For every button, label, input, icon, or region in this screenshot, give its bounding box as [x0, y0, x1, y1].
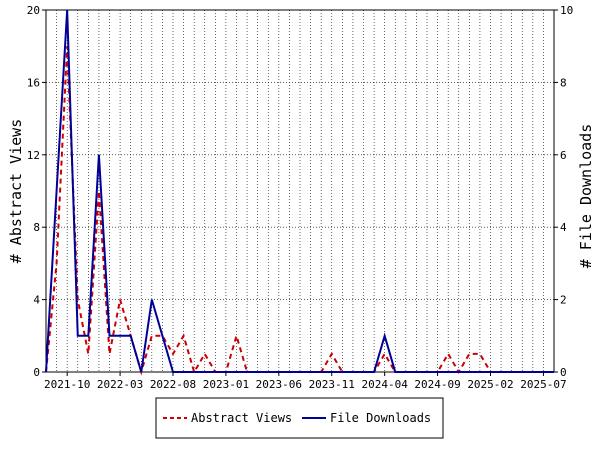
y-left-tick-label: 8 — [33, 221, 40, 234]
y-right-tick-label: 6 — [560, 149, 567, 162]
y-right-tick-label: 0 — [560, 366, 567, 379]
ticks-layer: 0 4 8 12 16 20 0 2 4 6 8 10 2021-10 2022-03 2022-08 202… — [27, 4, 574, 391]
series-line-file-downloads — [45, 9, 554, 373]
x-tick-label: 2022-08 — [150, 378, 196, 391]
y-right-tick-label: 2 — [560, 294, 567, 307]
x-tick-label: 2024-04 — [361, 378, 408, 391]
y-left-axis-title: # Abstract Views — [7, 119, 25, 264]
y-left-tick-label: 4 — [33, 294, 40, 307]
x-tick-label: 2023-06 — [256, 378, 302, 391]
legend-label-file-downloads: File Downloads — [330, 411, 431, 425]
y-right-tick-label: 10 — [560, 4, 573, 17]
x-tick-label: 2022-03 — [97, 378, 143, 391]
y-left-tick-label: 20 — [27, 4, 40, 17]
legend-label-abstract-views: Abstract Views — [191, 411, 292, 425]
x-tick-label: 2023-01 — [203, 378, 249, 391]
x-tick-label: 2021-10 — [44, 378, 90, 391]
y-left-tick-label: 12 — [27, 149, 40, 162]
x-tick-label: 2023-11 — [309, 378, 355, 391]
x-tick-label: 2024-09 — [414, 378, 460, 391]
y-right-tick-label: 8 — [560, 76, 567, 89]
y-right-axis-title: # File Downloads — [577, 124, 595, 269]
y-left-tick-label: 0 — [33, 366, 40, 379]
legend-box — [155, 397, 444, 439]
x-tick-label: 2025-02 — [467, 378, 513, 391]
grid — [46, 10, 554, 372]
x-tick-label: 2025-07 — [520, 378, 566, 391]
y-left-tick-label: 16 — [27, 76, 40, 89]
y-right-tick-label: 4 — [560, 221, 567, 234]
legend: Abstract Views File Downloads — [155, 397, 444, 439]
